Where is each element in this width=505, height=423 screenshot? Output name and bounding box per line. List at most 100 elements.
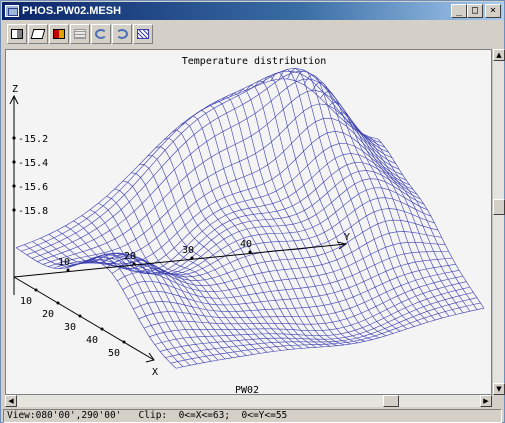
mesh-column-line [81, 215, 233, 359]
mesh-column-line [114, 188, 261, 354]
x-tick-label: 10 [20, 296, 32, 307]
horizontal-scroll-thumb[interactable] [383, 395, 399, 407]
mesh-column-line [40, 237, 198, 365]
x-tick-mark [100, 327, 104, 331]
scroll-up-button[interactable]: ▲ [493, 49, 505, 61]
mesh-row-line [58, 131, 407, 269]
z-tick-label: -15.4 [18, 158, 48, 169]
x-tick-label: 40 [86, 335, 98, 346]
mesh-column-line [73, 220, 226, 360]
x-tick-mark [78, 314, 82, 318]
toolbar [7, 23, 153, 45]
x-ticks: 10 20 30 40 50 [20, 288, 126, 359]
z-tick-mark [12, 136, 16, 140]
layout-icon [11, 29, 23, 39]
maximize-button[interactable]: □ [467, 4, 483, 18]
vertical-scroll-thumb[interactable] [493, 199, 505, 215]
mesh-row-line [26, 68, 386, 256]
mesh-column-line [369, 136, 478, 310]
mesh-column-line [56, 230, 212, 362]
y-tick-label: 30 [182, 245, 194, 256]
mesh-column-line [48, 234, 205, 363]
mesh-column-line [213, 100, 345, 346]
mesh-column-line [172, 129, 310, 349]
x-axis-arrow [145, 352, 155, 363]
plot-title: Temperature distribution [182, 56, 327, 67]
mesh-row-line [165, 297, 477, 358]
mesh-column-line [180, 122, 317, 348]
x-tick-mark [56, 301, 60, 305]
window-title: PHOS.PW02.MESH [22, 5, 122, 17]
mesh-row-line [133, 264, 456, 312]
y-tick-label: 10 [58, 257, 70, 268]
mesh-column-line [254, 80, 380, 339]
z-tick-mark [12, 184, 16, 188]
y-tick-label: 20 [124, 251, 136, 262]
mesh-row-line [106, 219, 439, 281]
mesh-column-line [295, 69, 415, 327]
plot-canvas[interactable]: Temperature distribution Z Y X -15.2 -15.… [5, 49, 492, 395]
edit-button[interactable] [28, 24, 48, 44]
grid-icon [74, 29, 86, 39]
y-tick-mark [248, 250, 252, 254]
plot-footer: PW02 [235, 385, 259, 395]
z-tick-label: -15.2 [18, 134, 48, 145]
mesh-column-line [279, 68, 401, 332]
mesh-column-line [237, 88, 366, 342]
mesh-row-line [143, 275, 463, 329]
window-controls: _ □ × [451, 4, 501, 18]
vertical-scrollbar[interactable]: ▲ ▼ [492, 49, 505, 395]
scroll-down-button[interactable]: ▼ [493, 383, 505, 395]
mesh-column-line [139, 164, 282, 351]
x-tick-label: 30 [64, 322, 76, 333]
x-tick-mark [122, 340, 126, 344]
color-button[interactable] [49, 24, 69, 44]
close-button[interactable]: × [485, 4, 501, 18]
mesh-column-line [65, 225, 219, 361]
mesh-column-line [229, 92, 359, 344]
x-tick-mark [34, 288, 38, 292]
rotate-left-button[interactable] [91, 24, 111, 44]
minimize-button[interactable]: _ [451, 4, 467, 18]
title-bar[interactable]: PHOS.PW02.MESH _ □ × [2, 2, 503, 20]
mesh-column-line [131, 172, 275, 352]
z-tick-label: -15.6 [18, 182, 48, 193]
mesh-column-line [287, 67, 408, 330]
x-tick-label: 50 [108, 348, 120, 359]
rotate-right-button[interactable] [112, 24, 132, 44]
horizontal-scrollbar[interactable]: ◀ ▶ [5, 395, 492, 407]
mesh-column-line [188, 115, 324, 348]
edit-icon [30, 29, 46, 39]
mesh-row-line [21, 70, 382, 252]
mesh-column-line [311, 81, 429, 323]
x-axis-label: X [152, 367, 158, 378]
mesh-column-line [270, 71, 394, 334]
mesh-button[interactable] [133, 24, 153, 44]
y-axis-arrow [336, 241, 348, 250]
y-tick-mark [190, 256, 194, 260]
z-axis-arrow [9, 94, 19, 105]
mesh-column-line [361, 133, 471, 312]
mesh-column-line [196, 109, 331, 347]
mesh-column-line [106, 196, 254, 355]
x-tick-label: 20 [42, 309, 54, 320]
y-axis-label: Y [344, 232, 350, 243]
mesh-column-line [377, 138, 485, 309]
mesh-column-line [122, 180, 268, 353]
grid-button[interactable] [70, 24, 90, 44]
mesh-column-line [147, 155, 289, 350]
z-tick-mark [12, 208, 16, 212]
axes: Z Y X [9, 84, 350, 378]
status-bar: View:080'00',290'00' Clip: 0<=X<=63; 0<=… [3, 409, 502, 423]
scroll-left-button[interactable]: ◀ [5, 395, 17, 407]
mesh-column-line [345, 121, 457, 315]
mesh-column-line [336, 112, 450, 317]
mesh-icon [137, 29, 149, 39]
mesh-column-line [246, 84, 373, 340]
layout-button[interactable] [7, 24, 27, 44]
mesh-column-line [303, 74, 422, 325]
mesh-column-line [89, 209, 240, 357]
mesh-column-line [320, 91, 436, 321]
scroll-right-button[interactable]: ▶ [480, 395, 492, 407]
